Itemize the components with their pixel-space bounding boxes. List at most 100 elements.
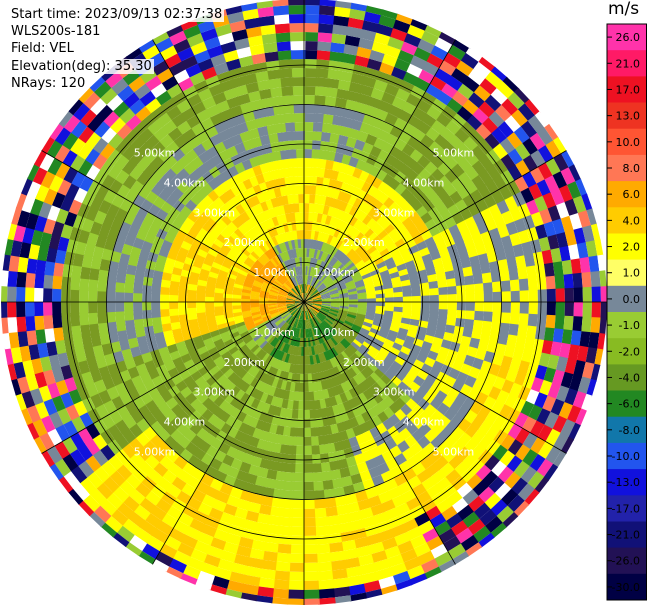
velocity-gate (394, 58, 412, 73)
velocity-gate (529, 420, 545, 439)
velocity-gate (277, 297, 287, 301)
velocity-gate (284, 281, 292, 290)
velocity-gate (453, 325, 464, 337)
velocity-gate (345, 280, 355, 287)
velocity-gate (401, 360, 414, 372)
velocity-gate (435, 323, 447, 333)
velocity-gate (124, 282, 134, 294)
velocity-gate (47, 203, 61, 222)
velocity-gate (354, 350, 365, 360)
velocity-gate (90, 333, 102, 347)
velocity-gate (207, 247, 219, 258)
velocity-gate (209, 379, 222, 392)
velocity-gate (362, 20, 380, 33)
velocity-gate (258, 371, 268, 383)
velocity-gate (336, 209, 345, 220)
velocity-gate (386, 380, 398, 392)
velocity-gate (523, 337, 536, 352)
velocity-gate (295, 302, 304, 305)
velocity-gate (296, 266, 300, 276)
velocity-gate (332, 237, 341, 248)
velocity-gate (86, 231, 99, 247)
velocity-gate (119, 252, 131, 265)
velocity-gate (287, 294, 296, 299)
velocity-gate (138, 248, 151, 261)
velocity-gate (259, 340, 268, 349)
velocity-gate (319, 398, 327, 409)
velocity-gate (350, 73, 366, 85)
velocity-gate (315, 344, 321, 355)
velocity-gate (170, 273, 181, 283)
velocity-gate (344, 493, 358, 505)
velocity-gate (202, 553, 221, 568)
velocity-gate (538, 379, 553, 397)
azimuth-spoke (303, 150, 567, 303)
velocity-gate (298, 248, 302, 258)
velocity-gate (381, 91, 397, 106)
colorbar-label: -26.0 (612, 555, 640, 568)
velocity-gate (295, 445, 304, 455)
velocity-gate (304, 299, 313, 302)
velocity-gate (235, 410, 247, 423)
velocity-gate (330, 306, 340, 310)
velocity-gate (248, 548, 265, 560)
velocity-gate (71, 119, 89, 138)
velocity-gate (288, 291, 297, 298)
velocity-gate (245, 374, 255, 385)
velocity-gate (147, 340, 159, 353)
velocity-gate (445, 490, 463, 507)
velocity-gate (252, 408, 263, 420)
velocity-gate (423, 260, 435, 270)
velocity-gate (386, 261, 397, 271)
velocity-gate (350, 444, 363, 457)
velocity-gate (316, 281, 324, 290)
velocity-gate (169, 287, 179, 296)
velocity-gate (399, 548, 418, 563)
velocity-gate (291, 409, 299, 419)
velocity-gate (194, 360, 206, 371)
velocity-gate (275, 552, 291, 563)
velocity-gate (479, 330, 491, 343)
velocity-gate (223, 225, 235, 236)
velocity-gate (320, 251, 327, 261)
velocity-gate (132, 236, 145, 250)
velocity-gate (378, 265, 389, 274)
velocity-gate (335, 384, 345, 395)
velocity-gate (324, 277, 333, 286)
velocity-gate (274, 279, 284, 287)
ring-label: 5.00km (134, 445, 176, 458)
velocity-gate (243, 336, 253, 345)
velocity-gate (332, 273, 341, 281)
velocity-gate (291, 185, 299, 195)
velocity-gate (389, 524, 407, 538)
velocity-gate (302, 499, 315, 509)
velocity-gate (160, 293, 170, 302)
velocity-gate (277, 293, 287, 298)
velocity-gate (389, 325, 400, 334)
velocity-gate (465, 47, 484, 63)
velocity-gate (336, 219, 346, 230)
velocity-gate (552, 450, 567, 469)
velocity-gate (234, 389, 246, 401)
velocity-gate (88, 300, 98, 314)
velocity-gate (129, 98, 147, 115)
velocity-gate (282, 426, 291, 437)
velocity-gate (201, 397, 214, 409)
velocity-gate (261, 341, 270, 351)
velocity-gate (165, 565, 184, 579)
velocity-gate (534, 111, 551, 129)
velocity-gate (210, 242, 222, 253)
velocity-gate (289, 427, 298, 437)
velocity-gate (405, 355, 417, 366)
velocity-gate (488, 111, 506, 129)
velocity-gate (342, 338, 351, 347)
velocity-gate (249, 355, 259, 365)
velocity-gate (315, 543, 331, 554)
velocity-gate (228, 268, 239, 277)
velocity-gate (398, 365, 410, 377)
velocity-gate (115, 310, 125, 322)
velocity-gate (201, 96, 218, 110)
velocity-gate (41, 135, 56, 154)
velocity-gate (314, 525, 329, 536)
velocity-gate (220, 378, 232, 389)
